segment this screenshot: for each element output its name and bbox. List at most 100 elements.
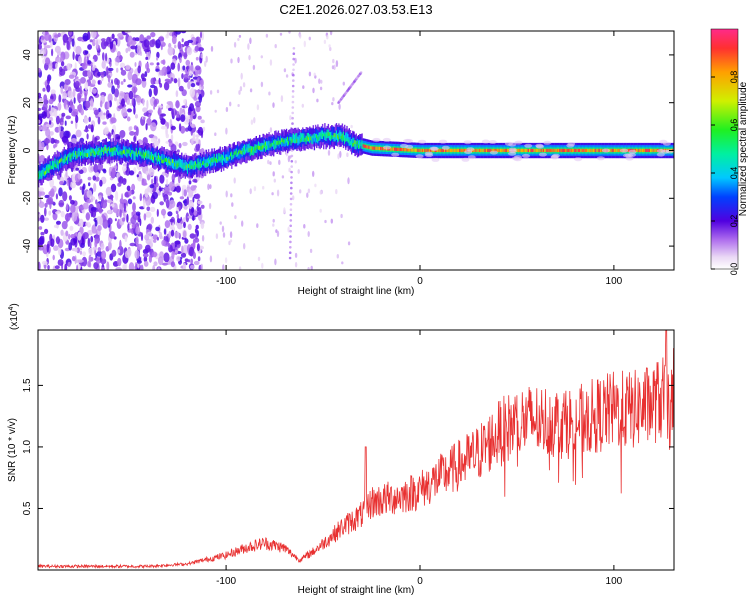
spectrogram-ridge-cell (100, 148, 103, 152)
spectrogram-ridge-cell (496, 148, 498, 153)
spectrogram-noise-blob (170, 125, 176, 131)
spectrogram-ridge-cell (216, 158, 218, 163)
spectrogram-noise-blob (42, 87, 46, 92)
spectrogram-noise-blob (313, 72, 316, 77)
spectrogram-ridge-cell (548, 148, 551, 153)
spectrogram-noise-blob (72, 51, 75, 60)
spectrogram-noise-blob (53, 245, 59, 251)
spectrogram-noise-blob (142, 253, 149, 258)
spectrogram-ridge-cell (306, 135, 309, 140)
spectrogram-artifact-dot (291, 111, 295, 115)
spectrogram-ridge-cell (274, 139, 276, 143)
spectrogram-noise-blob (119, 62, 126, 68)
spectrogram-ridge-cell (206, 162, 209, 167)
spectrogram-noise-blob (273, 178, 276, 183)
spectrogram-noise-blob (294, 252, 298, 258)
spectrogram-noise-blob (119, 209, 122, 218)
spectrogram-ridge-cell (390, 147, 392, 151)
snr-panel: -100 0 100 0.5 1.0 1.5 Height of straight lin… (7, 303, 675, 596)
spectrogram-ridge-cell (127, 149, 129, 154)
spectrogram-noise-blob (332, 58, 335, 64)
spectrogram-noise-blob (169, 218, 175, 223)
spectrogram-noise-blob (146, 206, 151, 212)
spectrogram-ridge-cell (240, 150, 242, 155)
spectrogram-noise-blob (299, 189, 302, 194)
spectrogram-noise-blob (127, 84, 133, 88)
spectrogram-ridge-cell (54, 158, 56, 168)
spectrogram-noise-blob (91, 88, 97, 94)
spectrogram-noise-blob (107, 93, 113, 103)
spectrogram-noise-blob (176, 149, 180, 153)
spectrogram-noise-blob (158, 256, 164, 266)
spectrogram-ridge-cell (41, 171, 43, 175)
spectrogram-noise-blob (85, 222, 88, 227)
spectrogram-noise-blob (187, 223, 192, 230)
spectrogram-ridge-cell (269, 144, 271, 148)
spectrogram-ridge-cell (332, 135, 334, 140)
spectrogram-noise-blob (144, 244, 151, 253)
spectrogram-ridge-cell (233, 151, 235, 156)
spectrogram-noise-blob (79, 98, 86, 102)
spectrogram-noise-blob (314, 183, 317, 188)
spectrogram-noise-blob (144, 71, 148, 78)
spectrogram-ridge-cell (439, 148, 441, 153)
spectrogram-noise-blob (100, 242, 105, 250)
spectrogram-ridge-cell (72, 155, 75, 160)
spectrogram-ridge-cell (243, 150, 246, 155)
spectrogram-noise-blob (119, 239, 122, 250)
spectrogram-ridge-cell (490, 148, 492, 153)
spectrogram-noise-blob (62, 191, 68, 202)
spectrogram-noise-blob (84, 50, 89, 54)
spectrogram-noise-blob (302, 85, 305, 89)
spectrogram-noise-blob (71, 256, 76, 262)
spectrogram-noise-blob (175, 31, 182, 35)
spectrogram-noise-blob (326, 34, 329, 40)
spectrogram-ridge-cell (367, 145, 369, 149)
spectrogram-halo-blob (441, 145, 450, 150)
spectrogram-ridge-cell (353, 137, 355, 147)
spectrogram-noise-blob (134, 249, 140, 259)
spectrogram-ridge-cell (291, 138, 293, 143)
spectrogram-noise-blob (131, 223, 136, 229)
spectrogram-noise-blob (299, 33, 302, 39)
spectrogram-ridge-cell (173, 159, 175, 163)
spectrogram-noise-blob (145, 201, 149, 206)
colorbar-tick-label: 0.8 (729, 71, 739, 84)
spectrogram-noise-blob (65, 170, 68, 178)
spectrogram-noise-blob (97, 80, 101, 85)
spectrogram-noise-blob (194, 228, 198, 234)
spectrogram-ridge-cell (58, 159, 61, 164)
spectrogram-noise-blob (175, 185, 181, 193)
spectrogram-noise-blob (283, 207, 286, 214)
snr-multiplier-exponent: 4 (8, 307, 15, 311)
spectrogram-noise-blob (174, 250, 179, 254)
spectrogram-noise-blob (129, 242, 136, 247)
spectrogram-noise-blob (89, 39, 93, 43)
spectrogram-noise-blob (55, 211, 61, 215)
spectrogram-noise-blob (103, 112, 106, 116)
spectrogram-noise-blob (120, 69, 127, 76)
spectrogram-artifact-dot (289, 224, 293, 228)
spectrogram-ridge-cell (76, 154, 78, 159)
spectrogram-halo-blob (538, 152, 547, 157)
spectrogram-noise-blob (164, 220, 171, 229)
spectrogram-noise-blob (53, 108, 58, 118)
spectrogram-ridge-cell (369, 146, 371, 150)
spectrogram-ridge-cell (257, 141, 260, 150)
spectrogram-ridge-cell (78, 151, 81, 156)
spectrogram-ridge-cell (638, 148, 640, 153)
spectrogram-noise-blob (65, 104, 69, 111)
spectrogram-noise-blob (88, 116, 91, 122)
spectrogram-halo-blob (504, 141, 513, 146)
spectrogram-noise-blob (230, 58, 233, 64)
spectrogram-noise-blob (60, 85, 64, 94)
spectrogram-halo-blob (625, 156, 634, 161)
spectrogram-noise-blob (189, 87, 195, 98)
spectrogram-ridge-cell (162, 153, 164, 163)
spectrogram-noise-blob (187, 81, 191, 90)
spectrogram-ridge-cell (92, 149, 95, 153)
spectrogram-ridge-cell (650, 148, 652, 153)
spectrogram-noise-blob (77, 173, 81, 180)
spectrogram-ridge-cell (420, 148, 423, 153)
spectrogram-noise-blob (155, 226, 161, 232)
